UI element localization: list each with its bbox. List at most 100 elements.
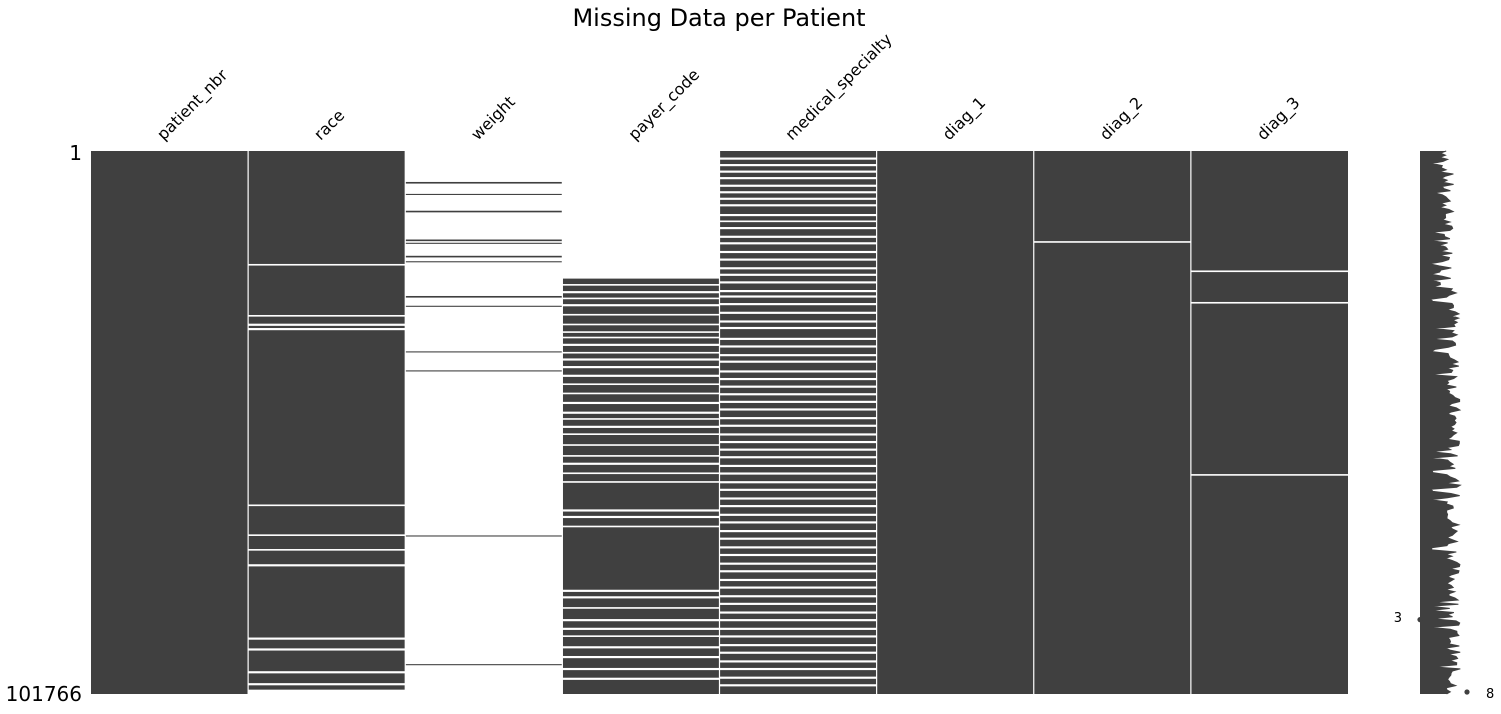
missing-band bbox=[719, 337, 877, 340]
missing-band bbox=[562, 635, 720, 637]
missing-band bbox=[562, 336, 720, 339]
column-separators bbox=[247, 151, 1192, 694]
missing-band bbox=[719, 660, 877, 663]
missing-band bbox=[248, 637, 406, 640]
missing-band bbox=[719, 220, 877, 223]
missing-band bbox=[562, 392, 720, 395]
missing-band bbox=[719, 684, 877, 687]
missing-band bbox=[719, 320, 877, 323]
present-band bbox=[405, 210, 563, 213]
missing-band bbox=[248, 323, 406, 326]
missing-band bbox=[719, 456, 877, 459]
missing-band bbox=[719, 497, 877, 500]
missing-band bbox=[719, 242, 877, 245]
missing-band bbox=[719, 586, 877, 589]
missing-band bbox=[719, 164, 877, 167]
missing-band bbox=[719, 602, 877, 605]
missing-band bbox=[719, 530, 877, 533]
missing-band bbox=[719, 354, 877, 357]
matrix-columns bbox=[91, 151, 1348, 694]
column-label-payer-code: payer_code bbox=[624, 65, 704, 145]
sparkline-min-label: 3 bbox=[1394, 611, 1402, 626]
sparkline-max-label: 8 bbox=[1486, 687, 1494, 702]
missing-band bbox=[719, 258, 877, 261]
present-band bbox=[405, 351, 563, 353]
missing-band bbox=[248, 564, 406, 567]
present-block bbox=[1033, 151, 1191, 694]
column-diag-1 bbox=[876, 151, 1034, 694]
row-tick-first: 1 bbox=[69, 141, 82, 165]
column-label-race: race bbox=[310, 106, 348, 144]
column-labels: patient_nbr race weight payer_code medical_s… bbox=[153, 30, 1304, 145]
present-block bbox=[248, 151, 406, 694]
missing-band bbox=[562, 313, 720, 316]
missing-band bbox=[562, 433, 720, 435]
missing-band bbox=[719, 184, 877, 187]
missing-band bbox=[719, 197, 877, 200]
missing-band bbox=[719, 433, 877, 436]
missing-band bbox=[719, 464, 877, 468]
missing-band bbox=[719, 393, 877, 396]
missing-band bbox=[1033, 241, 1191, 243]
missing-band bbox=[719, 513, 877, 516]
missing-band bbox=[719, 595, 877, 598]
column-weight bbox=[405, 151, 563, 694]
missing-band bbox=[562, 455, 720, 457]
present-block bbox=[562, 278, 720, 694]
missing-band bbox=[719, 472, 877, 475]
missing-band bbox=[719, 227, 877, 230]
present-band bbox=[405, 242, 563, 244]
missing-band bbox=[719, 635, 877, 638]
sparkline-line bbox=[1429, 150, 1462, 695]
missing-band bbox=[248, 683, 406, 686]
missing-band bbox=[562, 418, 720, 420]
missing-band bbox=[719, 619, 877, 622]
missing-band bbox=[248, 648, 406, 651]
missing-band bbox=[719, 157, 877, 160]
sparkline-area bbox=[1420, 151, 1461, 694]
column-diag-3 bbox=[1190, 151, 1348, 694]
missing-band bbox=[562, 331, 720, 333]
missing-band bbox=[719, 448, 877, 451]
column-label-diag-3: diag_3 bbox=[1253, 93, 1304, 144]
missing-band bbox=[562, 284, 720, 286]
present-band bbox=[405, 664, 563, 666]
missing-band bbox=[248, 689, 406, 694]
present-band bbox=[405, 181, 563, 184]
missing-band bbox=[719, 370, 877, 373]
column-race bbox=[248, 151, 406, 694]
missing-band bbox=[719, 611, 877, 614]
missing-band bbox=[719, 303, 877, 306]
missing-band bbox=[719, 311, 877, 314]
missing-band bbox=[719, 440, 877, 444]
missing-band bbox=[562, 627, 720, 630]
column-label-diag-1: diag_1 bbox=[939, 93, 990, 144]
missing-band bbox=[719, 578, 877, 582]
missing-band bbox=[1190, 474, 1348, 476]
column-label-patient-nbr: patient_nbr bbox=[153, 65, 232, 144]
missing-band bbox=[719, 627, 877, 630]
missing-band bbox=[719, 250, 877, 254]
column-medical-specialty bbox=[719, 151, 877, 694]
missing-band bbox=[248, 504, 406, 507]
missing-band bbox=[248, 263, 406, 266]
missing-band bbox=[719, 553, 877, 557]
present-band bbox=[405, 261, 563, 263]
missing-band bbox=[719, 345, 877, 348]
column-diag-2 bbox=[1033, 151, 1191, 694]
column-payer-code bbox=[562, 278, 720, 694]
missing-band bbox=[719, 295, 877, 298]
sparkline-max-marker bbox=[1464, 689, 1470, 695]
missing-band bbox=[562, 462, 720, 465]
missing-band bbox=[562, 515, 720, 519]
completeness-sparkline bbox=[1417, 150, 1470, 695]
missing-band bbox=[719, 570, 877, 573]
missing-band bbox=[719, 676, 877, 679]
missing-band bbox=[562, 596, 720, 599]
missing-band bbox=[719, 170, 877, 173]
present-band bbox=[405, 305, 563, 307]
missing-band bbox=[719, 267, 877, 270]
missing-band bbox=[719, 488, 877, 491]
present-band bbox=[405, 239, 563, 242]
